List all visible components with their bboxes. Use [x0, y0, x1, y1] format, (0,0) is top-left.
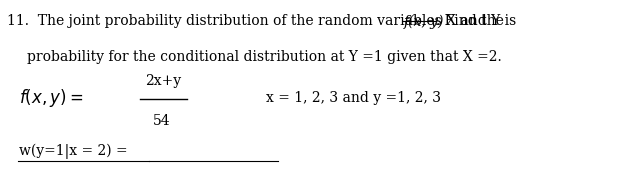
Text: 11.  The joint probability distribution of the random variables X and Y is: 11. The joint probability distribution o…: [8, 14, 521, 28]
Text: f(x, y): f(x, y): [404, 14, 444, 28]
Text: 2x+y: 2x+y: [145, 74, 181, 88]
Text: 54: 54: [153, 114, 171, 128]
Text: x = 1, 2, 3 and y =1, 2, 3: x = 1, 2, 3 and y =1, 2, 3: [266, 91, 441, 105]
Text: probability for the conditional distribution at Y =1 given that X =2.: probability for the conditional distribu…: [27, 50, 501, 64]
Text: $f(x, y) =$: $f(x, y) =$: [20, 87, 84, 109]
Text: w(y=1|x = 2) =: w(y=1|x = 2) =: [20, 144, 132, 159]
Text: . Find the: . Find the: [436, 14, 504, 28]
